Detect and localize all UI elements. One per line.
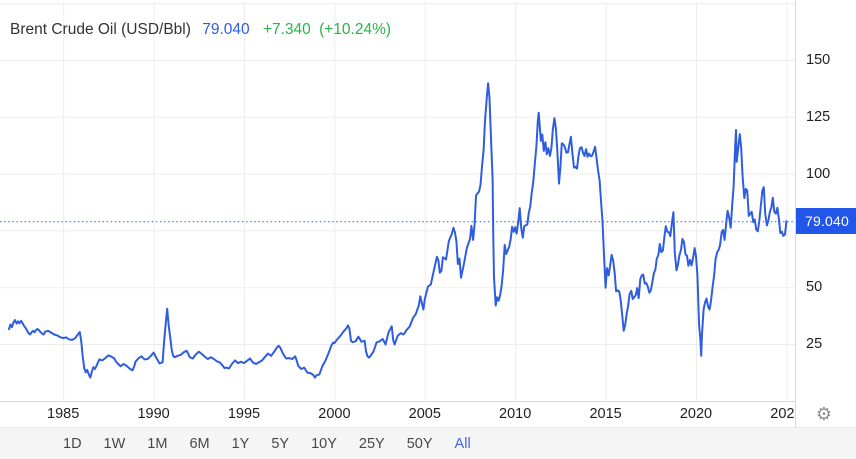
x-axis-tick-1990: 1990 (137, 406, 170, 422)
x-axis-tick-2000: 2000 (318, 406, 351, 422)
range-toolbar: 1D 1W 1M 6M 1Y 5Y 10Y 25Y 50Y All (0, 427, 856, 459)
range-button-10y[interactable]: 10Y (311, 435, 337, 452)
y-axis-tick-150: 150 (806, 52, 831, 68)
time-axis[interactable]: 1985 1990 1995 2000 2005 2010 2015 2020 2025 (0, 403, 795, 425)
current-price-value: 79.040 (202, 21, 250, 38)
current-price-badge-label: 79.040 (805, 213, 850, 230)
x-axis-tick-2020: 2020 (679, 406, 713, 422)
x-axis-tick-2015: 2015 (589, 406, 622, 422)
instrument-title: Brent Crude Oil (USD/Bbl) (10, 21, 191, 38)
y-axis-tick-125: 125 (806, 108, 831, 125)
x-axis-tick-2025: 2025 (770, 406, 795, 422)
range-button-6m[interactable]: 6M (189, 435, 210, 452)
chart-header: Brent Crude Oil (USD/Bbl) 79.040 +7.340 … (10, 21, 391, 39)
x-axis-tick-2005: 2005 (408, 406, 441, 422)
chart-plot-area[interactable] (0, 0, 795, 403)
y-axis-tick-25: 25 (806, 336, 823, 352)
range-button-1m[interactable]: 1M (147, 435, 168, 452)
settings-gear-icon[interactable]: ⚙ (815, 404, 833, 424)
range-button-1w[interactable]: 1W (103, 435, 126, 452)
current-price-badge: 79.040 (796, 208, 856, 235)
price-change-percent: (+10.24%) (319, 21, 392, 38)
price-change: +7.340 (262, 21, 311, 38)
range-button-1d[interactable]: 1D (63, 435, 82, 452)
price-axis[interactable]: 79.040 150 125 100 50 25 (795, 0, 856, 427)
price-chart-svg[interactable] (0, 0, 795, 403)
range-button-25y[interactable]: 25Y (358, 435, 385, 452)
range-button-5y[interactable]: 5Y (271, 435, 290, 452)
x-axis-tick-1995: 1995 (227, 406, 261, 422)
y-axis-tick-100: 100 (806, 165, 831, 182)
price-line-series (8, 82, 788, 379)
range-button-all[interactable]: All (454, 435, 471, 452)
x-axis-tick-2010: 2010 (499, 406, 532, 422)
y-axis-tick-50: 50 (806, 279, 823, 296)
x-axis-tick-1985: 1985 (47, 406, 80, 422)
range-button-50y[interactable]: 50Y (406, 435, 433, 452)
range-button-1y[interactable]: 1Y (231, 435, 250, 452)
